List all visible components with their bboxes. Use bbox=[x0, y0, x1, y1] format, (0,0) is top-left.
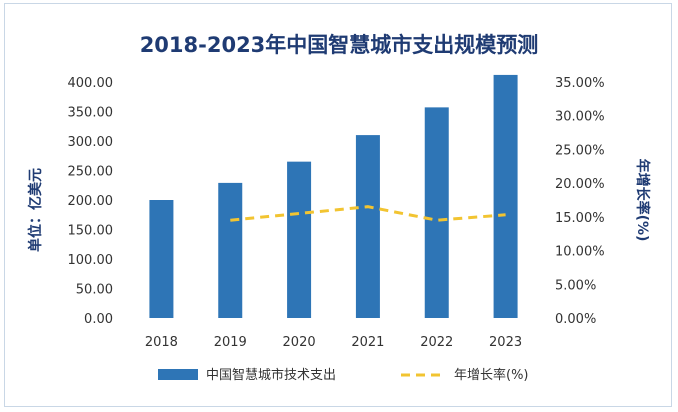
bars bbox=[149, 74, 518, 319]
y-ticks-right: 0.00% 5.00% 10.00% 15.00% 20.00% 25.00% 30.00%… bbox=[555, 76, 605, 327]
y2-tick-5.00%: 5.00% bbox=[555, 278, 596, 293]
legend-line-label: 年增长率(%) bbox=[454, 367, 529, 383]
x-tick-2018: 2018 bbox=[145, 335, 178, 350]
y-tick-50.00: 50.00 bbox=[76, 283, 113, 298]
y2-axis-title: 年增长率(%) bbox=[634, 159, 651, 242]
x-tick-2023: 2023 bbox=[489, 335, 522, 350]
legend: 中国智慧城市技术支出 年增长率(%) bbox=[158, 367, 529, 383]
bar-2020 bbox=[287, 161, 312, 318]
y-tick-300.00: 300.00 bbox=[68, 135, 114, 150]
y-tick-400.00: 400.00 bbox=[68, 76, 114, 91]
bar-2018 bbox=[149, 200, 174, 318]
y2-tick-35.00%: 35.00% bbox=[555, 76, 605, 91]
y2-tick-30.00%: 30.00% bbox=[555, 110, 605, 125]
x-tick-2020: 2020 bbox=[283, 335, 316, 350]
bar-2022 bbox=[424, 107, 449, 319]
y-tick-150.00: 150.00 bbox=[68, 224, 114, 239]
bar-2021 bbox=[355, 135, 380, 318]
x-tick-2021: 2021 bbox=[351, 335, 384, 350]
y-tick-200.00: 200.00 bbox=[68, 194, 114, 209]
growth-line-path bbox=[230, 205, 506, 222]
growth-line bbox=[230, 205, 506, 222]
y2-tick-0.00%: 0.00% bbox=[555, 312, 596, 327]
y-tick-250.00: 250.00 bbox=[68, 165, 114, 180]
y2-tick-10.00%: 10.00% bbox=[555, 245, 605, 260]
x-tick-2019: 2019 bbox=[214, 335, 247, 350]
bar-2023 bbox=[493, 74, 518, 318]
chart-title: 2018-2023年中国智慧城市支出规模预测 bbox=[140, 33, 539, 57]
y-tick-100.00: 100.00 bbox=[68, 253, 114, 268]
y2-tick-25.00%: 25.00% bbox=[555, 143, 605, 158]
x-tick-2022: 2022 bbox=[420, 335, 453, 350]
y-ticks-left: 0.00 50.00 100.00 150.00 200.00 250.00 300.00 3… bbox=[68, 76, 114, 327]
legend-bar-swatch bbox=[158, 369, 198, 380]
y-tick-350.00: 350.00 bbox=[68, 106, 114, 121]
y-axis-title: 单位：亿美元 bbox=[27, 168, 44, 252]
legend-bar-label: 中国智慧城市技术支出 bbox=[206, 367, 336, 383]
y2-tick-15.00%: 15.00% bbox=[555, 211, 605, 226]
y2-tick-20.00%: 20.00% bbox=[555, 177, 605, 192]
chart-frame bbox=[4, 3, 672, 407]
bar-2019 bbox=[218, 182, 243, 318]
y-tick-0.00: 0.00 bbox=[84, 312, 113, 327]
x-ticks: 2018 2019 2020 2021 2022 2023 bbox=[145, 335, 522, 350]
